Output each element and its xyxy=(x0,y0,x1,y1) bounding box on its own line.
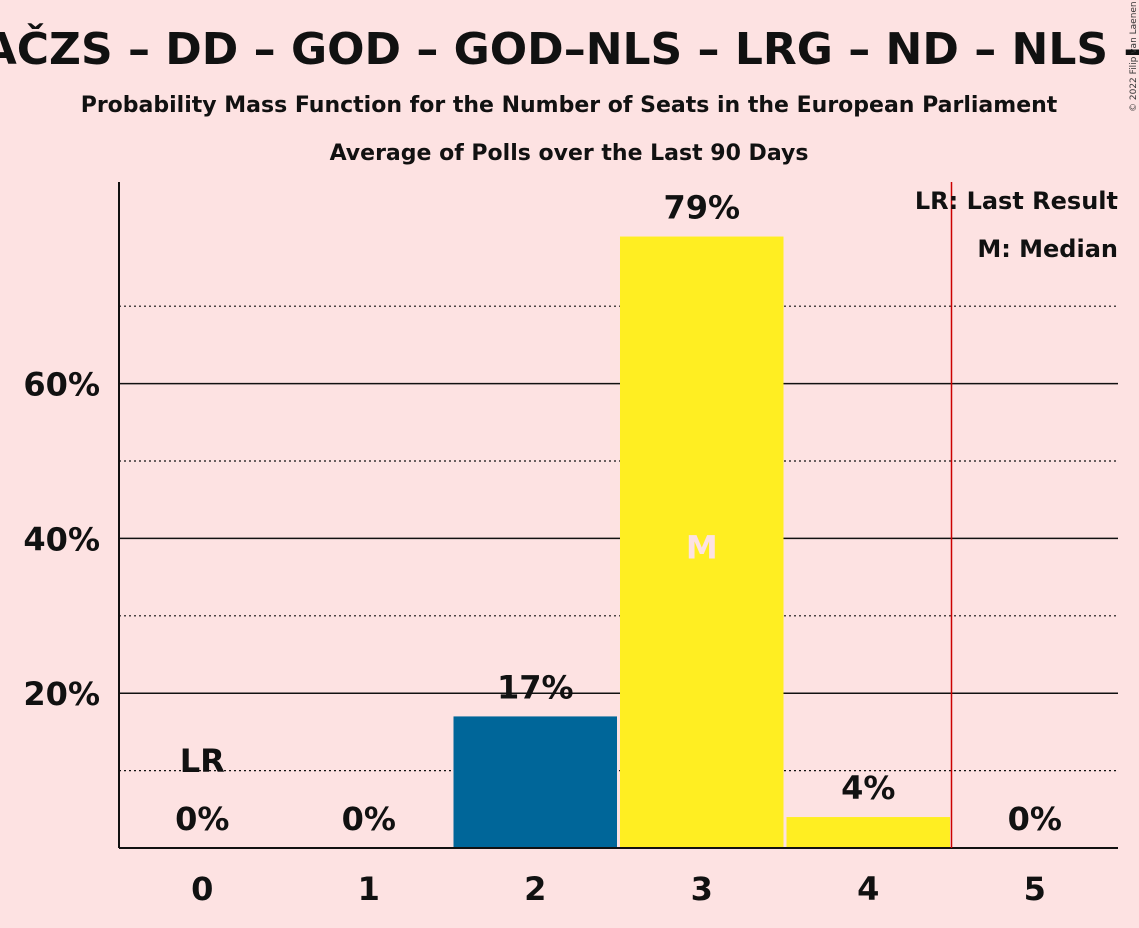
x-tick-label: 4 xyxy=(857,870,879,908)
value-label: 0% xyxy=(342,800,396,838)
copyright-text: © 2022 Filip van Laenen xyxy=(1129,1,1139,112)
x-tick-label: 1 xyxy=(358,870,380,908)
legend-last-result: LR: Last Result xyxy=(915,187,1118,215)
legend-median: M: Median xyxy=(977,235,1118,263)
bar-labels: 0% 0% 17% 79% 4% 0% M LR xyxy=(175,189,1062,838)
x-tick-label: 2 xyxy=(524,870,546,908)
value-label: 17% xyxy=(497,668,574,706)
bar xyxy=(453,716,617,848)
y-tick-label: 60% xyxy=(23,366,100,404)
value-label: 0% xyxy=(1008,800,1062,838)
value-label: 0% xyxy=(175,800,229,838)
x-tick-labels: 0 1 2 3 4 5 xyxy=(191,870,1046,908)
chart-title: – AČZS – DD – GOD – GOD–NLS – LRG – ND –… xyxy=(0,22,1139,75)
y-tick-label: 20% xyxy=(23,675,100,713)
chart-subtitle: Probability Mass Function for the Number… xyxy=(81,93,1058,118)
bars xyxy=(453,236,950,849)
value-label: 79% xyxy=(663,189,740,227)
x-tick-label: 5 xyxy=(1024,870,1046,908)
x-tick-label: 0 xyxy=(191,870,213,908)
median-marker: M xyxy=(686,528,718,566)
y-tick-labels: 20% 40% 60% xyxy=(23,366,100,714)
y-tick-label: 40% xyxy=(23,520,100,558)
x-tick-label: 3 xyxy=(691,870,713,908)
value-label: 4% xyxy=(841,769,895,807)
chart-subtitle-2: Average of Polls over the Last 90 Days xyxy=(330,141,809,166)
last-result-marker: LR xyxy=(180,742,225,780)
bar xyxy=(620,236,784,849)
bar xyxy=(786,817,950,848)
grid-lines xyxy=(119,305,1118,772)
